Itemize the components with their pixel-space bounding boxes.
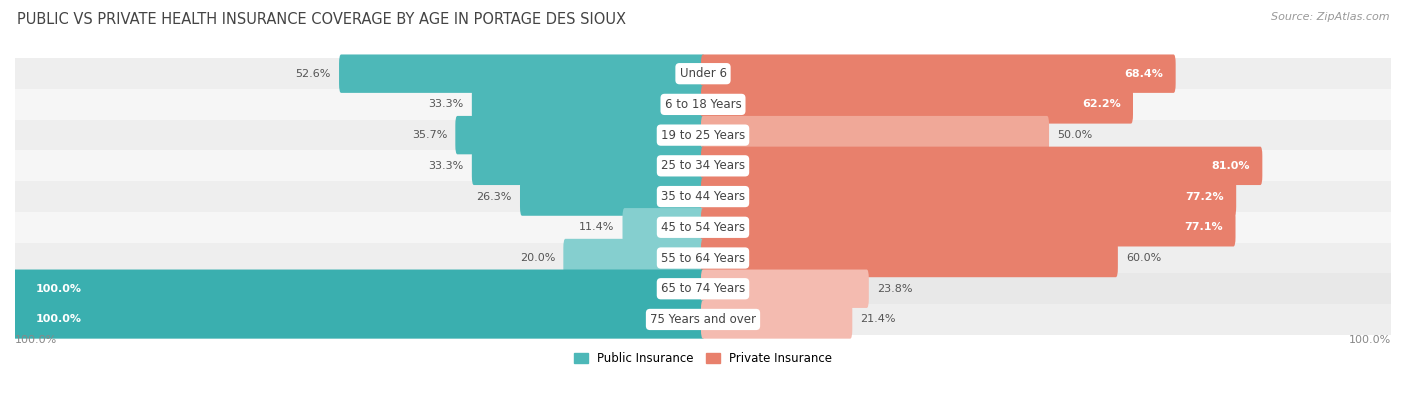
FancyBboxPatch shape [15, 273, 1391, 304]
Text: Under 6: Under 6 [679, 67, 727, 80]
Text: 62.2%: 62.2% [1081, 100, 1121, 109]
FancyBboxPatch shape [520, 177, 704, 216]
FancyBboxPatch shape [623, 208, 704, 247]
Text: 45 to 54 Years: 45 to 54 Years [661, 221, 745, 234]
FancyBboxPatch shape [15, 304, 1391, 335]
Text: PUBLIC VS PRIVATE HEALTH INSURANCE COVERAGE BY AGE IN PORTAGE DES SIOUX: PUBLIC VS PRIVATE HEALTH INSURANCE COVER… [17, 12, 626, 27]
FancyBboxPatch shape [15, 181, 1391, 212]
FancyBboxPatch shape [472, 85, 704, 123]
Text: 81.0%: 81.0% [1212, 161, 1250, 171]
Text: 55 to 64 Years: 55 to 64 Years [661, 252, 745, 264]
FancyBboxPatch shape [702, 270, 869, 308]
FancyBboxPatch shape [702, 55, 1175, 93]
FancyBboxPatch shape [13, 270, 704, 308]
Text: 33.3%: 33.3% [429, 100, 464, 109]
Text: 68.4%: 68.4% [1125, 69, 1163, 78]
FancyBboxPatch shape [702, 300, 852, 339]
FancyBboxPatch shape [702, 239, 1118, 277]
Text: 50.0%: 50.0% [1057, 130, 1092, 140]
FancyBboxPatch shape [15, 243, 1391, 273]
FancyBboxPatch shape [702, 147, 1263, 185]
Text: 60.0%: 60.0% [1126, 253, 1161, 263]
Text: 100.0%: 100.0% [1348, 335, 1391, 345]
FancyBboxPatch shape [13, 300, 704, 339]
Text: Source: ZipAtlas.com: Source: ZipAtlas.com [1271, 12, 1389, 22]
Legend: Public Insurance, Private Insurance: Public Insurance, Private Insurance [569, 347, 837, 370]
FancyBboxPatch shape [702, 116, 1049, 154]
Text: 65 to 74 Years: 65 to 74 Years [661, 282, 745, 295]
Text: 26.3%: 26.3% [477, 192, 512, 202]
FancyBboxPatch shape [15, 120, 1391, 150]
FancyBboxPatch shape [564, 239, 704, 277]
Text: 21.4%: 21.4% [860, 314, 896, 325]
Text: 25 to 34 Years: 25 to 34 Years [661, 159, 745, 172]
FancyBboxPatch shape [15, 58, 1391, 89]
Text: 100.0%: 100.0% [15, 335, 58, 345]
Text: 100.0%: 100.0% [35, 314, 82, 325]
Text: 19 to 25 Years: 19 to 25 Years [661, 128, 745, 142]
FancyBboxPatch shape [702, 177, 1236, 216]
Text: 100.0%: 100.0% [35, 284, 82, 294]
Text: 35 to 44 Years: 35 to 44 Years [661, 190, 745, 203]
Text: 77.2%: 77.2% [1185, 192, 1223, 202]
FancyBboxPatch shape [456, 116, 704, 154]
Text: 75 Years and over: 75 Years and over [650, 313, 756, 326]
FancyBboxPatch shape [472, 147, 704, 185]
Text: 11.4%: 11.4% [579, 222, 614, 232]
Text: 23.8%: 23.8% [877, 284, 912, 294]
FancyBboxPatch shape [15, 89, 1391, 120]
Text: 52.6%: 52.6% [295, 69, 330, 78]
FancyBboxPatch shape [15, 150, 1391, 181]
FancyBboxPatch shape [339, 55, 704, 93]
FancyBboxPatch shape [15, 212, 1391, 243]
FancyBboxPatch shape [702, 208, 1236, 247]
FancyBboxPatch shape [702, 85, 1133, 123]
Text: 33.3%: 33.3% [429, 161, 464, 171]
Text: 20.0%: 20.0% [520, 253, 555, 263]
Text: 77.1%: 77.1% [1184, 222, 1223, 232]
Text: 6 to 18 Years: 6 to 18 Years [665, 98, 741, 111]
Text: 35.7%: 35.7% [412, 130, 447, 140]
